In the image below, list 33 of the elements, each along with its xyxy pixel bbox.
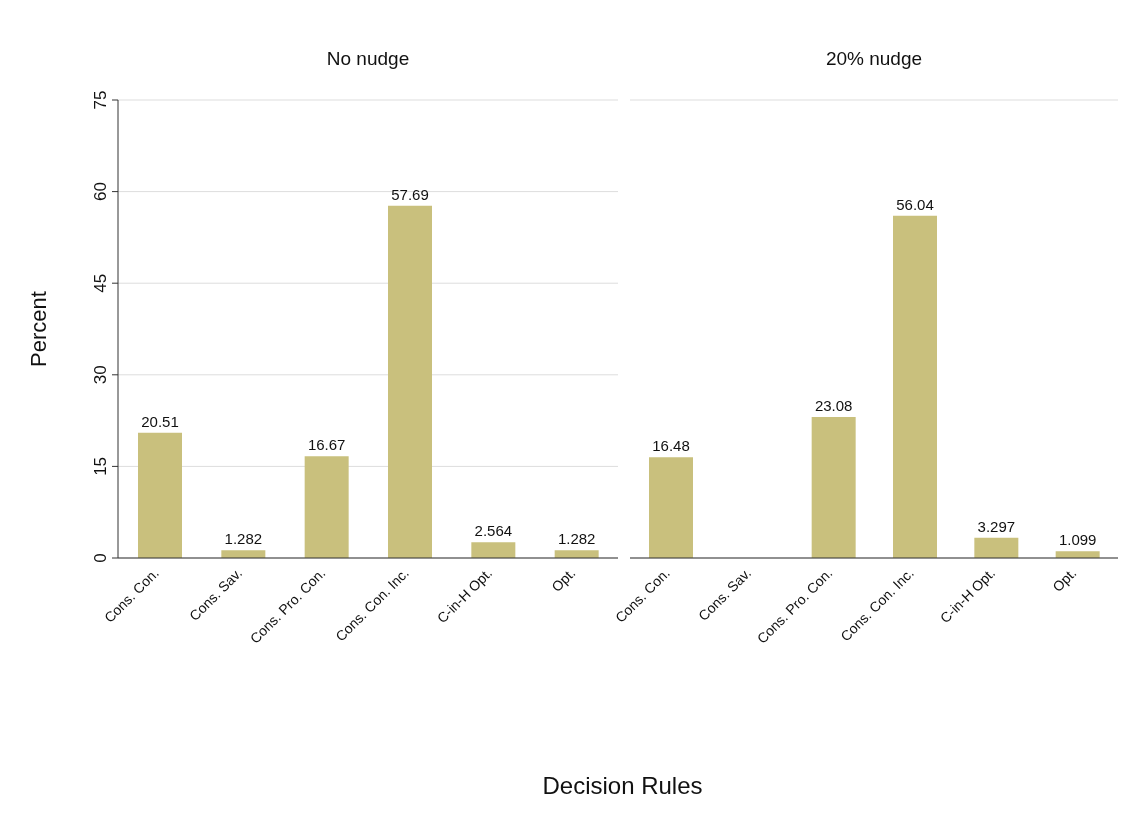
- y-tick-label: 0: [91, 553, 110, 563]
- y-tick-label: 45: [91, 273, 110, 293]
- y-tick-label: 60: [91, 182, 110, 202]
- x-tick-label: Opt.: [1049, 564, 1080, 595]
- data-label: 56.04: [896, 195, 934, 213]
- y-tick-label: 75: [91, 90, 110, 110]
- chart-title: No nudge: [325, 48, 411, 70]
- data-label: 23.08: [814, 397, 853, 415]
- x-tick-label: Opt.: [548, 564, 579, 595]
- bar: [893, 215, 937, 558]
- y-tick-label: 15: [91, 456, 110, 476]
- bar: [388, 205, 432, 558]
- y-tick-label: 30: [91, 365, 110, 385]
- data-label: 57.69: [391, 185, 429, 203]
- chart-title: 20% nudge: [824, 48, 924, 70]
- data-label: 1.099: [1058, 531, 1097, 549]
- data-label: 2.564: [474, 522, 513, 540]
- data-label: 1.282: [557, 530, 596, 548]
- bar: [138, 432, 182, 558]
- bar: [471, 542, 516, 558]
- x-axis-title: Decision Rules: [541, 772, 704, 800]
- bar: [304, 456, 349, 558]
- bar: [811, 417, 856, 558]
- data-label: 1.282: [224, 530, 263, 548]
- bar: [554, 550, 599, 558]
- data-label: 20.51: [141, 412, 179, 430]
- data-label: 16.48: [652, 437, 690, 455]
- bar: [221, 550, 266, 558]
- y-axis-title: Percent: [25, 291, 51, 367]
- data-label: 3.297: [977, 517, 1016, 535]
- data-label: 16.67: [307, 436, 346, 454]
- bar: [974, 537, 1019, 558]
- bar: [649, 457, 693, 558]
